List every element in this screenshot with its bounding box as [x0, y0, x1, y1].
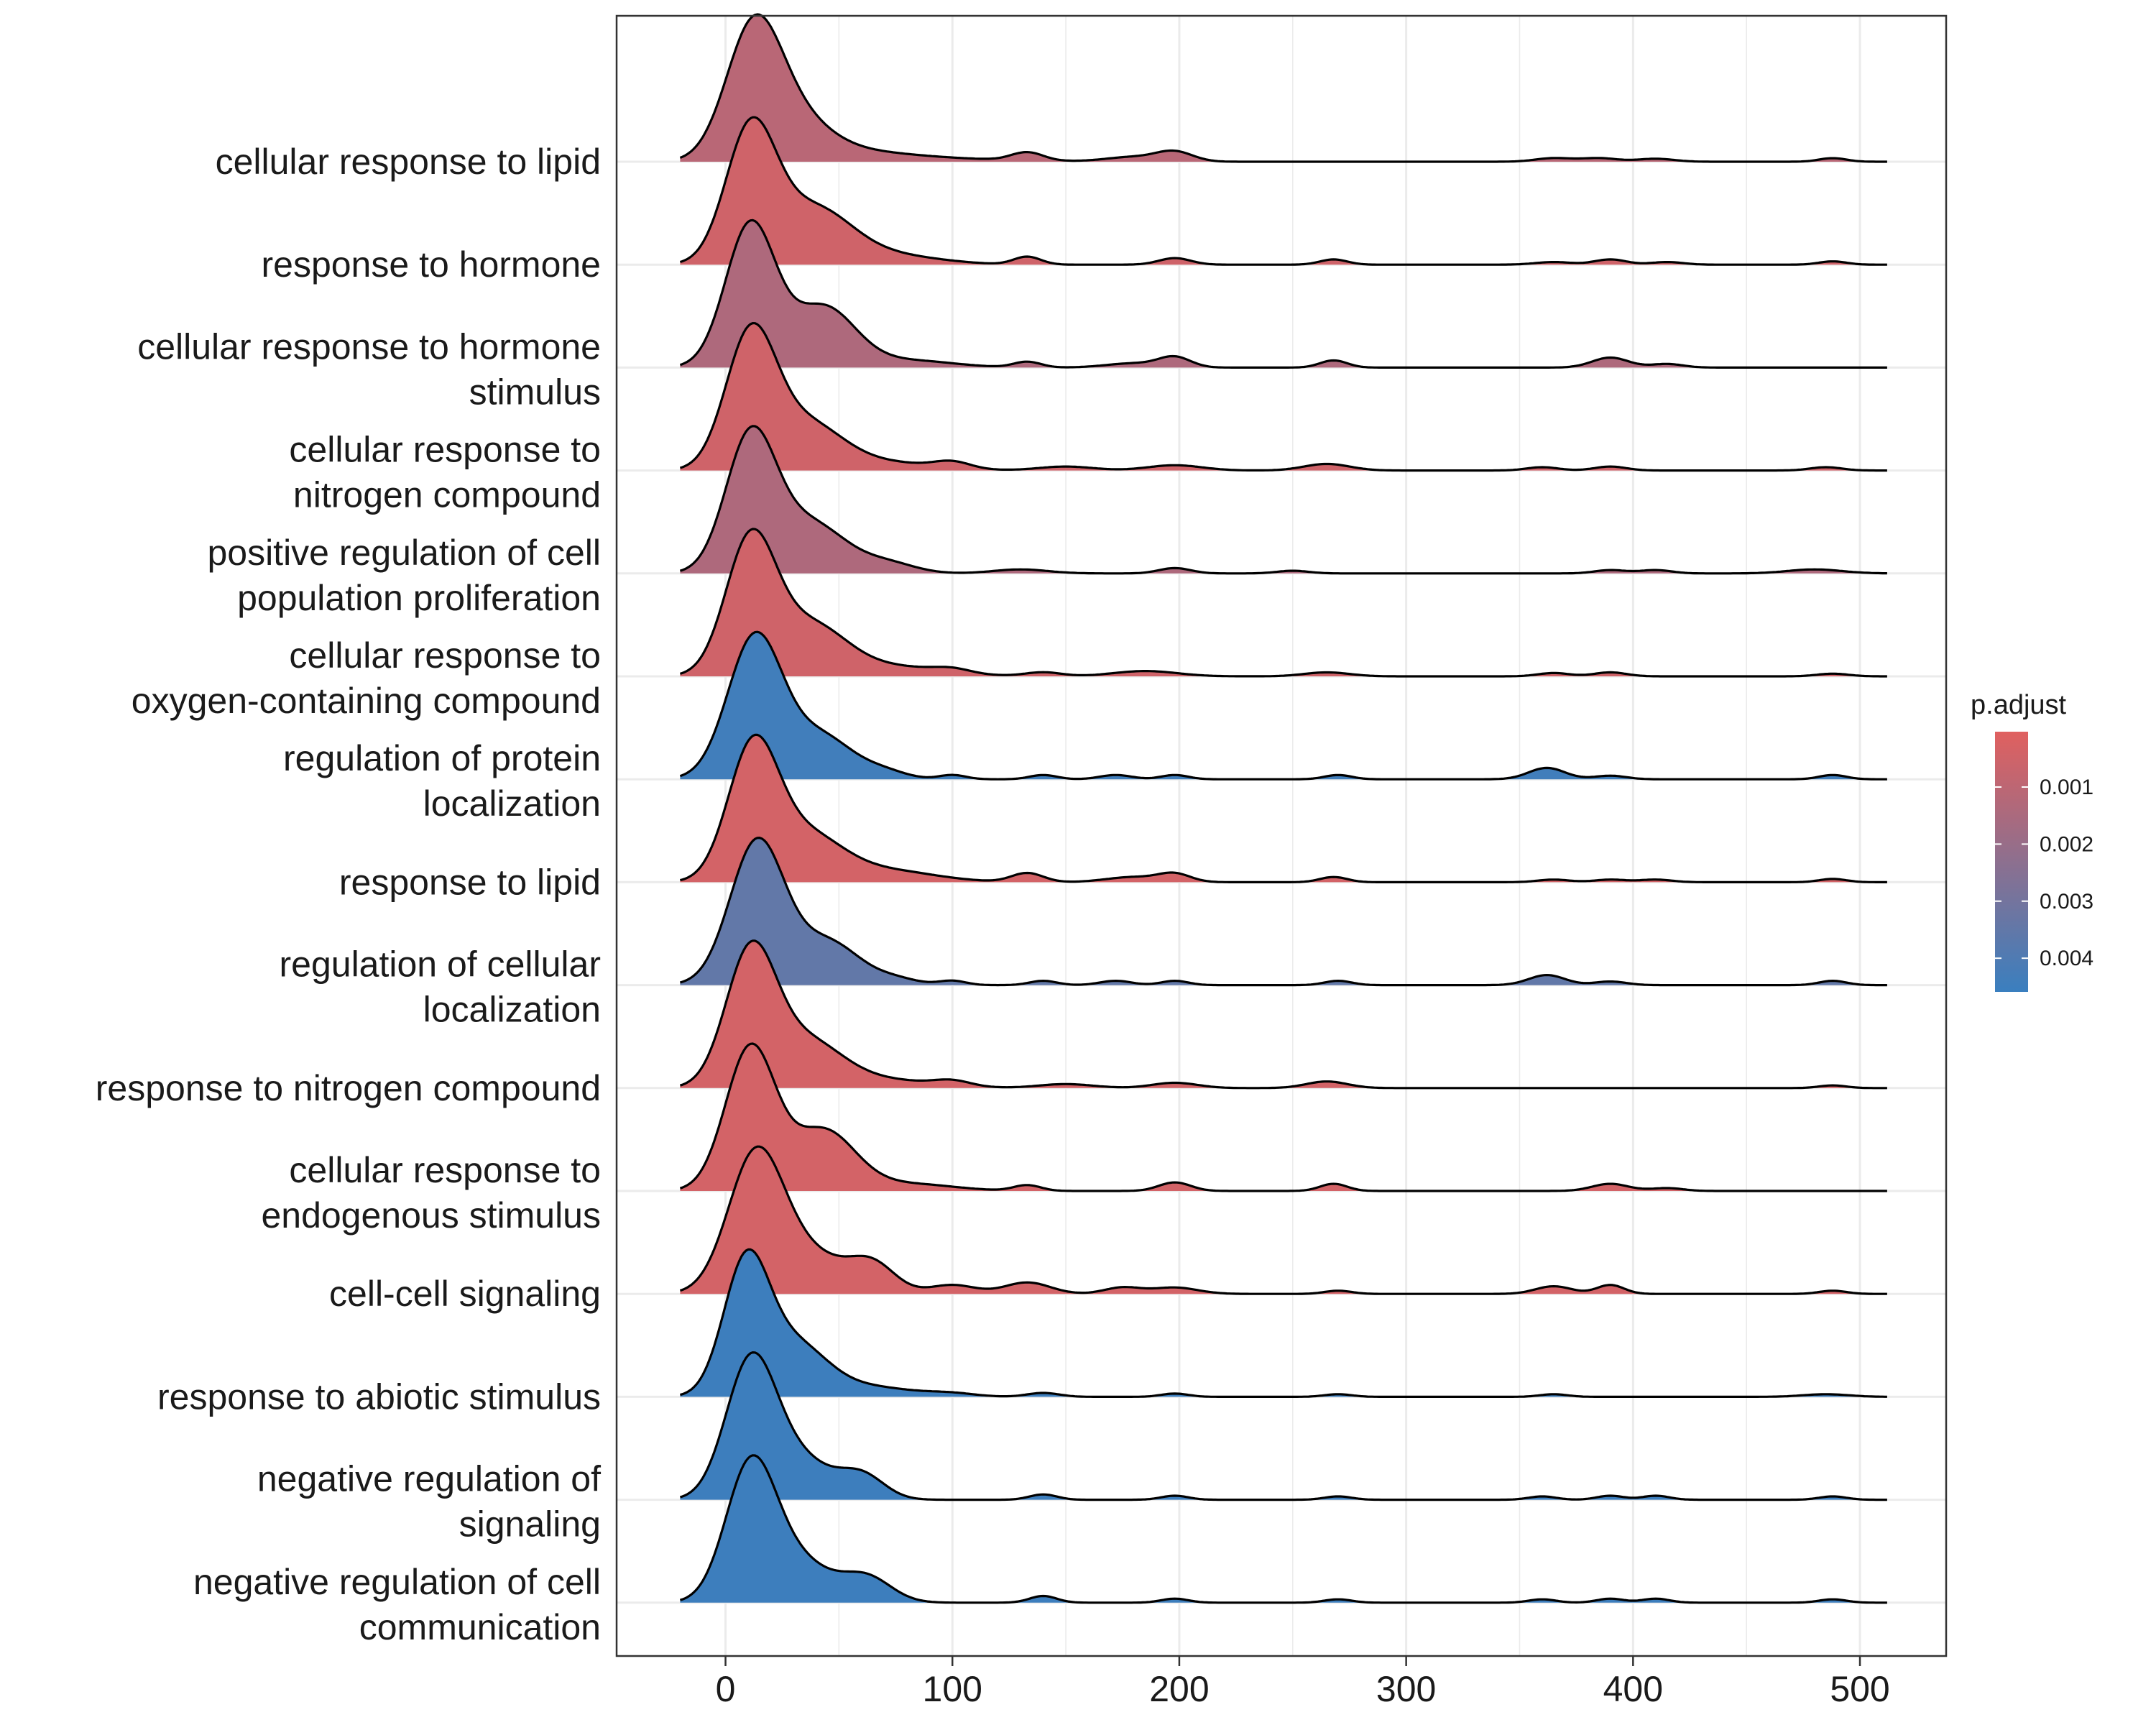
y-tick-label: communication: [359, 1607, 601, 1647]
ridge-series: [679, 425, 1887, 575]
ridge-outline: [679, 218, 1887, 369]
y-tick-label: cellular response to: [289, 1150, 601, 1190]
y-tick-label: positive regulation of cell: [207, 533, 601, 573]
y-tick-label: negative regulation of cell: [193, 1562, 601, 1602]
ridge-outline: [679, 837, 1887, 987]
y-tick-label: cell-cell signaling: [329, 1274, 601, 1314]
legend-tick-label: 0.001: [2040, 776, 2093, 799]
y-tick-label: signaling: [459, 1504, 601, 1545]
legend-tick-label: 0.003: [2040, 890, 2093, 914]
ridge-area: [680, 837, 1887, 985]
ridge-series: [679, 116, 1887, 266]
ridge-series: [680, 733, 1887, 883]
y-tick-label: response to lipid: [339, 862, 601, 902]
ridge-series: [679, 218, 1887, 369]
y-tick-label: cellular response to lipid: [216, 142, 601, 182]
ridge-area: [680, 1249, 1887, 1397]
y-tick-label: nitrogen compound: [293, 475, 601, 515]
y-axis-labels: cellular response to lipid response to ho…: [96, 142, 601, 1647]
y-tick-label: stimulus: [469, 372, 601, 412]
ridge-outline: [679, 630, 1887, 781]
ridge-series: [679, 630, 1887, 781]
ridges-layer: [679, 13, 1887, 1604]
y-tick-label: localization: [423, 990, 601, 1030]
ridge-area: [680, 117, 1887, 265]
x-tick-label: 200: [1149, 1669, 1209, 1709]
y-tick-label: response to nitrogen compound: [96, 1068, 601, 1108]
ridge-area: [680, 940, 1887, 1088]
y-tick-label: cellular response to: [289, 430, 601, 470]
ridge-outline: [679, 528, 1887, 678]
ridge-series: [679, 528, 1887, 678]
y-tick-label: regulation of protein: [283, 738, 601, 778]
legend-title: p.adjust: [1971, 690, 2067, 720]
ridge-outline: [679, 13, 1887, 163]
y-tick-label: endogenous stimulus: [261, 1195, 601, 1236]
ridge-area: [680, 1455, 1887, 1603]
ridge-area: [680, 426, 1887, 574]
ridge-outline: [679, 1248, 1887, 1398]
x-tick-label: 100: [923, 1669, 982, 1709]
ridge-area: [680, 14, 1887, 162]
ridge-series: [679, 1042, 1887, 1192]
legend: p.adjust 0.001 0.002 0.003 0.004: [1971, 690, 2093, 992]
ridge-outline: [679, 1454, 1887, 1604]
ridge-area: [680, 1146, 1887, 1294]
ridge-outline: [679, 939, 1887, 1090]
ridge-outline: [679, 116, 1887, 266]
y-tick-label: oxygen-containing compound: [132, 681, 601, 721]
ridge-series: [679, 13, 1887, 163]
ridge-area: [680, 323, 1887, 471]
ridge-series: [679, 1454, 1887, 1604]
ridge-series: [679, 1248, 1887, 1398]
x-tick-label: 300: [1376, 1669, 1436, 1709]
ridge-area: [680, 220, 1887, 368]
y-tick-label: response to hormone: [261, 244, 601, 285]
y-tick-label: localization: [423, 783, 601, 824]
y-tick-label: negative regulation of: [257, 1459, 601, 1499]
x-tick-label: 0: [716, 1669, 736, 1709]
ridge-series: [679, 837, 1887, 987]
ridge-outline: [679, 1351, 1887, 1501]
ridge-area: [680, 735, 1887, 883]
ridge-outline: [679, 1145, 1887, 1295]
ridge-area: [680, 1044, 1887, 1191]
ridge-outline: [679, 425, 1887, 575]
y-tick-label: regulation of cellular: [280, 944, 602, 985]
y-tick-label: cellular response to hormone: [137, 326, 601, 367]
legend-colorbar: [1995, 732, 2028, 992]
y-tick-label: population proliferation: [237, 578, 601, 618]
ridge-area: [680, 1352, 1887, 1500]
panel-border: [615, 14, 1948, 1657]
ridge-series: [679, 322, 1887, 472]
ridge-outline: [680, 733, 1887, 883]
ridge-outline: [679, 1042, 1887, 1192]
x-axis: 0 100 200 300 400 500: [716, 1656, 1890, 1709]
ridge-series: [679, 1145, 1887, 1295]
y-tick-label: cellular response to: [289, 635, 601, 676]
x-tick-label: 400: [1603, 1669, 1663, 1709]
x-tick-label: 500: [1830, 1669, 1889, 1709]
ridge-area: [680, 529, 1887, 676]
ridge-series: [679, 1351, 1887, 1501]
legend-tick-label: 0.002: [2040, 832, 2093, 856]
ridge-outline: [679, 322, 1887, 472]
ridge-area: [680, 632, 1887, 780]
legend-tick-label: 0.004: [2040, 947, 2093, 970]
y-tick-label: response to abiotic stimulus: [157, 1376, 601, 1417]
ridge-series: [679, 939, 1887, 1090]
